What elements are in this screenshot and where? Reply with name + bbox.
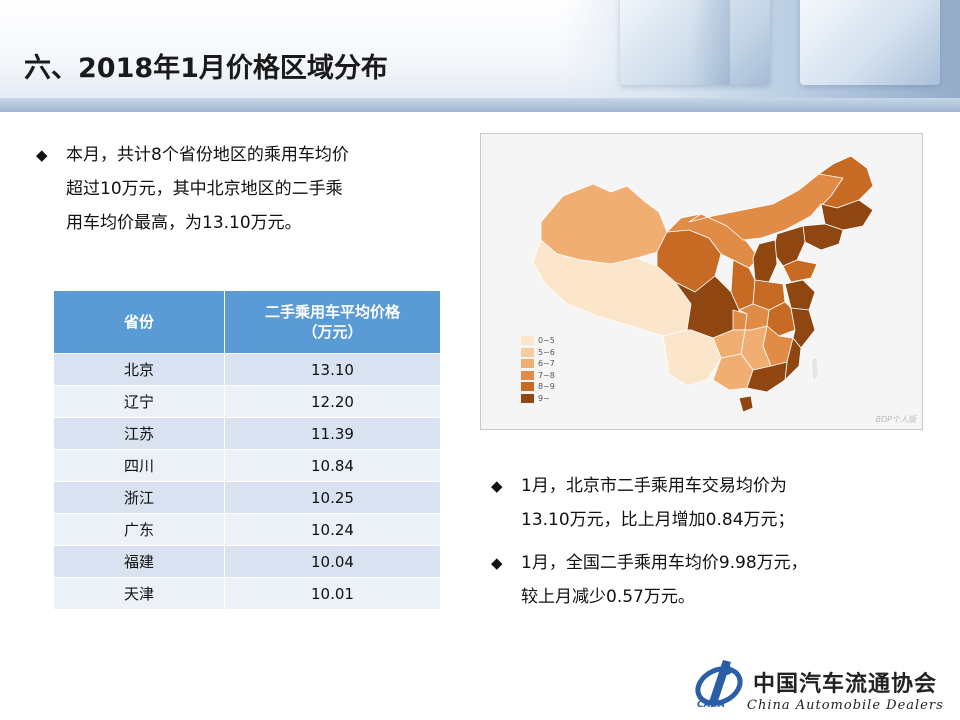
china-map-graphic	[532, 155, 874, 413]
legend-label: 5~6	[538, 347, 555, 357]
page-title: 六、2018年1月价格区域分布	[24, 53, 388, 84]
map-region-xinjiang	[540, 183, 668, 265]
price-cell: 12.20	[224, 385, 441, 418]
province-cell: 广东	[53, 513, 225, 546]
price-header-unit: （万元）	[302, 323, 363, 341]
legend-item: 7~8	[521, 370, 555, 382]
header-cube-left	[620, 0, 770, 85]
slide-header: 六、2018年1月价格区域分布	[0, 0, 960, 112]
price-cell: 10.84	[224, 449, 441, 482]
cada-logo: CADA 中国汽车流通协会 China Automobile Dealers	[693, 656, 953, 716]
price-cell: 10.24	[224, 513, 441, 546]
header-cube-shade	[690, 0, 730, 85]
price-column-header: 二手乘用车平均价格 （万元）	[224, 290, 441, 354]
province-column-header: 省份	[53, 290, 225, 354]
price-header-line: 二手乘用车平均价格	[264, 303, 400, 321]
legend-swatch	[521, 393, 534, 403]
diamond-bullet-icon: ◆	[36, 146, 48, 164]
bullet-line: 较上月减少0.57万元。	[521, 587, 695, 607]
bullet-national: ◆ 1月，全国二手乘用车均价9.98万元， 较上月减少0.57万元。	[491, 546, 881, 614]
price-cell: 13.10	[224, 353, 441, 386]
table-header-row: 省份 二手乘用车平均价格 （万元）	[53, 290, 441, 354]
map-region-liaoning	[802, 223, 844, 251]
bullet-summary: ◆ 本月，共计8个省份地区的乘用车均价 超过10万元，其中北京地区的二手乘 用车…	[36, 138, 431, 240]
bullet-line: 用车均价最高，为13.10万元。	[66, 213, 302, 233]
map-region-shanxi	[752, 239, 778, 283]
header-cube-right	[800, 0, 940, 85]
logo-mark: CADA	[697, 700, 726, 710]
price-cell: 10.04	[224, 545, 441, 578]
price-cell: 10.01	[224, 577, 441, 610]
bullet-line: 1月，全国二手乘用车均价9.98万元，	[521, 553, 808, 573]
map-legend: 0~5 5~6 6~7 7~8 8~9 9~	[521, 335, 555, 404]
legend-label: 7~8	[538, 370, 555, 380]
map-region-jiangsu	[784, 279, 816, 311]
legend-item: 8~9	[521, 381, 555, 393]
table-row: 江苏 11.39	[53, 417, 441, 450]
legend-item: 5~6	[521, 347, 555, 359]
table-row: 四川 10.84	[53, 449, 441, 482]
province-price-table: 省份 二手乘用车平均价格 （万元） 北京 13.10 辽宁 12.20 江苏 1…	[53, 290, 441, 610]
province-cell: 江苏	[53, 417, 225, 450]
province-cell: 辽宁	[53, 385, 225, 418]
legend-swatch	[521, 370, 534, 380]
legend-item: 6~7	[521, 358, 555, 370]
bullet-line: 1月，北京市二手乘用车交易均价为	[521, 476, 787, 496]
province-cell: 福建	[53, 545, 225, 578]
diamond-bullet-icon: ◆	[491, 554, 503, 572]
map-region-hainan	[738, 395, 754, 413]
diamond-bullet-icon: ◆	[491, 477, 503, 495]
price-cell: 10.25	[224, 481, 441, 514]
legend-swatch	[521, 359, 534, 369]
logo-english-name: China Automobile Dealers	[747, 698, 944, 713]
bullet-line: 超过10万元，其中北京地区的二手乘	[66, 179, 343, 199]
legend-swatch	[521, 382, 534, 392]
table-row: 浙江 10.25	[53, 481, 441, 514]
legend-item: 9~	[521, 393, 555, 405]
legend-label: 6~7	[538, 359, 555, 369]
bullet-line: 本月，共计8个省份地区的乘用车均价	[66, 145, 349, 165]
legend-label: 0~5	[538, 336, 555, 346]
province-cell: 四川	[53, 449, 225, 482]
legend-label: 9~	[538, 393, 550, 403]
map-region-shandong	[782, 259, 818, 283]
legend-label: 8~9	[538, 382, 555, 392]
map-watermark: BDP个人版	[875, 415, 916, 424]
province-cell: 北京	[53, 353, 225, 386]
legend-swatch	[521, 336, 534, 346]
china-price-map: 0~5 5~6 6~7 7~8 8~9 9~ BDP个人版	[480, 133, 923, 430]
map-region-guangdong	[746, 361, 788, 393]
bullet-beijing: ◆ 1月，北京市二手乘用车交易均价为 13.10万元，比上月增加0.84万元；	[491, 469, 881, 537]
province-cell: 天津	[53, 577, 225, 610]
bullet-line: 13.10万元，比上月增加0.84万元；	[521, 510, 795, 530]
header-band	[0, 98, 960, 112]
table-row: 天津 10.01	[53, 577, 441, 610]
price-cell: 11.39	[224, 417, 441, 450]
table-row: 广东 10.24	[53, 513, 441, 546]
legend-item: 0~5	[521, 335, 555, 347]
map-region-taiwan	[810, 355, 820, 383]
table-row: 北京 13.10	[53, 353, 441, 386]
legend-swatch	[521, 347, 534, 357]
province-cell: 浙江	[53, 481, 225, 514]
table-row: 福建 10.04	[53, 545, 441, 578]
table-row: 辽宁 12.20	[53, 385, 441, 418]
cada-logo-icon	[695, 660, 743, 706]
map-region-yunnan	[662, 329, 722, 387]
logo-chinese-name: 中国汽车流通协会	[753, 672, 938, 697]
